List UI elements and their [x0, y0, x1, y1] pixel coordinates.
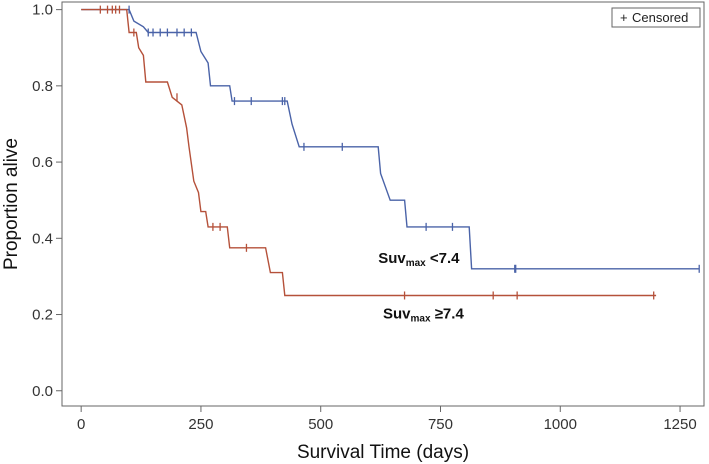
- legend-label: Censored: [632, 10, 688, 25]
- legend-box: [611, 7, 701, 28]
- legend: + Censored: [611, 7, 701, 28]
- plot-frame: [61, 1, 705, 407]
- y-axis-title: Proportion alive: [1, 138, 22, 270]
- series-label: Suvmax <7.4: [378, 250, 460, 269]
- x-tick-label: 1000: [544, 416, 577, 433]
- y-tick-label: 0.8: [32, 78, 53, 95]
- x-axis-title: Survival Time (days): [297, 442, 469, 463]
- series-1: [81, 5, 700, 273]
- series-layer: [81, 5, 700, 300]
- series-label: Suvmax ≥7.4: [383, 305, 464, 324]
- x-tick-label: 250: [188, 416, 213, 433]
- y-tick-label: 0.6: [32, 154, 53, 171]
- x-axis: 0 250 500 750 1000 1250: [77, 406, 697, 433]
- survival-curve: [81, 8, 700, 270]
- survival-curve: [81, 8, 657, 297]
- x-tick-label: 750: [428, 416, 453, 433]
- y-axis: 0.0 0.2 0.4 0.6 0.8 1.0: [32, 2, 62, 400]
- y-tick-label: 1.0: [32, 2, 53, 19]
- legend-symbol: +: [620, 10, 628, 25]
- x-tick-label: 1250: [663, 416, 696, 433]
- series-2: [81, 5, 657, 300]
- x-tick-label: 0: [77, 416, 85, 433]
- y-tick-label: 0.0: [32, 383, 53, 400]
- x-tick-label: 500: [308, 416, 333, 433]
- y-tick-label: 0.2: [32, 307, 53, 324]
- y-tick-label: 0.4: [32, 230, 53, 247]
- series-annotations: Suvmax <7.4 Suvmax ≥7.4: [378, 250, 464, 324]
